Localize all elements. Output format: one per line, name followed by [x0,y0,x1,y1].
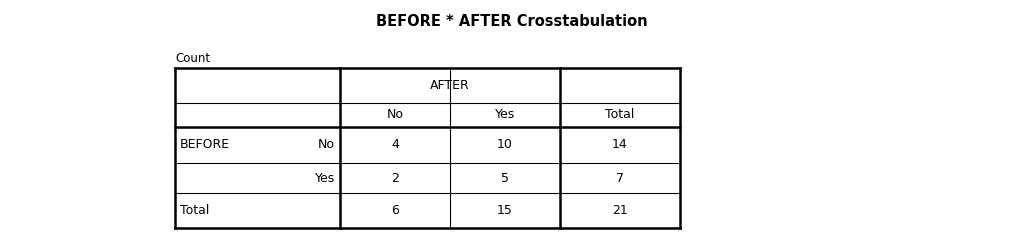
Text: 4: 4 [391,139,399,151]
Text: 10: 10 [497,139,513,151]
Text: BEFORE: BEFORE [180,139,230,151]
Text: 6: 6 [391,204,399,217]
Text: 5: 5 [501,172,509,184]
Text: BEFORE * AFTER Crosstabulation: BEFORE * AFTER Crosstabulation [376,14,648,29]
Text: AFTER: AFTER [430,79,470,92]
Text: 15: 15 [497,204,513,217]
Text: Total: Total [605,109,635,121]
Text: Yes: Yes [314,172,335,184]
Text: 21: 21 [612,204,628,217]
Text: 2: 2 [391,172,399,184]
Text: Yes: Yes [495,109,515,121]
Text: 14: 14 [612,139,628,151]
Text: 7: 7 [616,172,624,184]
Text: No: No [386,109,403,121]
Text: No: No [318,139,335,151]
Text: Count: Count [175,52,210,65]
Text: Total: Total [180,204,209,217]
